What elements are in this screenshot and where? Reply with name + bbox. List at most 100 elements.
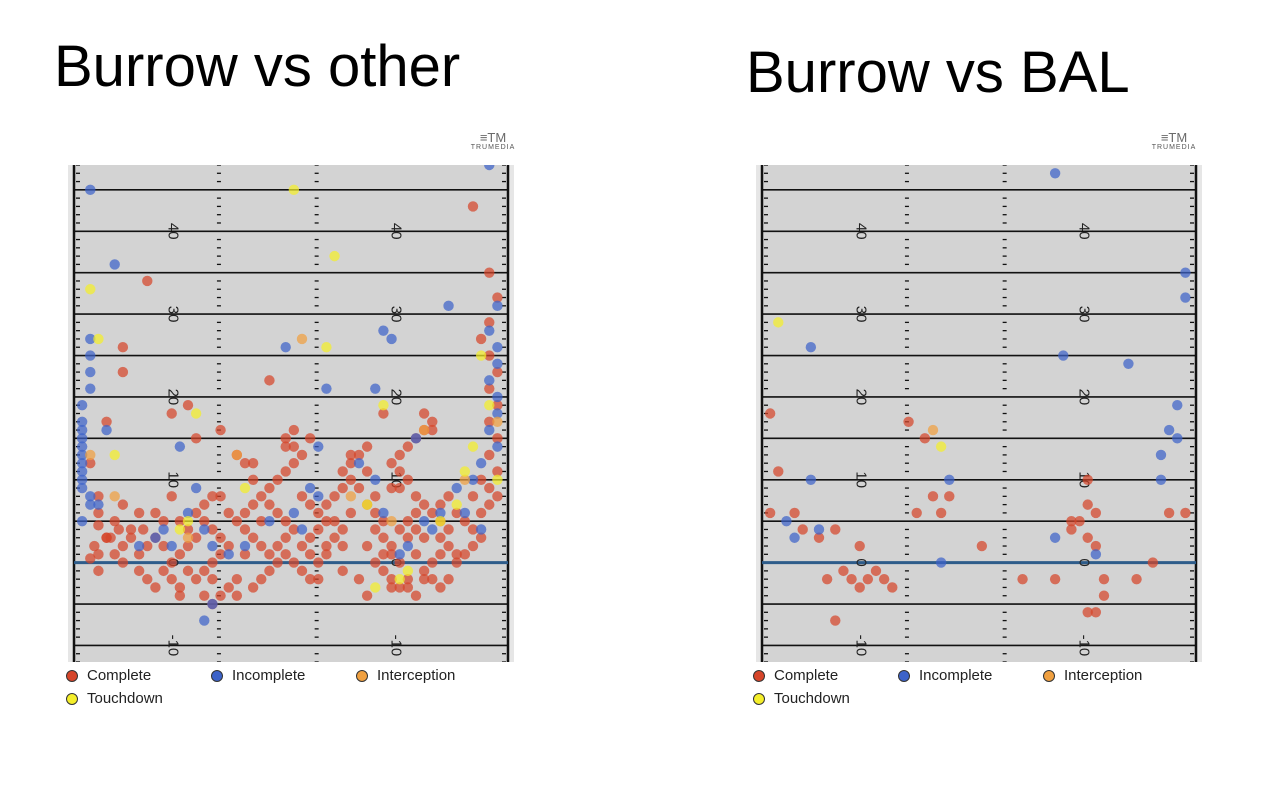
pass-point-complete	[313, 524, 324, 535]
pass-point-complete	[459, 515, 471, 527]
pass-point-complete	[239, 524, 251, 535]
pass-point-incomplete	[76, 449, 88, 461]
pass-point-complete	[321, 549, 332, 560]
pass-point-incomplete	[76, 458, 88, 469]
pass-point-complete	[182, 400, 194, 411]
pass-point-complete	[199, 590, 210, 601]
pass-point-complete	[402, 474, 414, 485]
pass-point-complete	[394, 482, 405, 494]
legend-label: Complete	[774, 667, 839, 684]
pass-point-complete	[199, 499, 210, 510]
pass-point-incomplete	[199, 524, 210, 535]
field-surface	[762, 165, 1196, 662]
yard-number-label: 30	[853, 306, 870, 323]
pass-point-incomplete	[410, 433, 422, 444]
pass-point-incomplete	[394, 549, 405, 560]
pass-point-complete	[272, 540, 283, 552]
legend-label: Incomplete	[232, 667, 306, 684]
pass-point-incomplete	[264, 515, 275, 527]
pass-point-complete	[484, 482, 495, 494]
pass-point-incomplete	[386, 333, 397, 345]
pass-point-complete	[418, 499, 430, 510]
pass-point-touchdown	[459, 466, 471, 477]
pass-point-complete	[264, 549, 275, 560]
pass-point-complete	[353, 449, 365, 461]
pass-point-complete	[386, 582, 397, 593]
pass-point-complete	[410, 549, 422, 560]
pass-point-touchdown	[190, 408, 202, 419]
pass-point-complete	[451, 549, 462, 560]
pass-point-complete	[361, 540, 373, 552]
pass-point-complete	[313, 507, 324, 519]
trumedia-logo-icon: ≡TM	[1160, 130, 1188, 145]
yard-number-label: 30	[388, 306, 405, 323]
pass-point-complete	[459, 549, 471, 560]
pass-point-complete	[280, 549, 291, 560]
pass-point-interception	[492, 416, 503, 427]
pass-point-incomplete	[313, 441, 324, 452]
pass-point-incomplete	[182, 507, 194, 519]
pass-point-complete	[1082, 532, 1093, 543]
pass-point-incomplete	[304, 482, 316, 494]
pass-point-complete	[166, 557, 177, 568]
touchdown-dot-icon	[66, 692, 78, 705]
pass-point-incomplete	[174, 441, 186, 452]
pass-point-incomplete	[239, 540, 251, 552]
pass-point-complete	[830, 524, 841, 535]
pass-point-complete	[1090, 540, 1102, 552]
pass-point-complete	[101, 532, 112, 543]
pass-point-complete	[174, 549, 186, 560]
pass-point-complete	[150, 507, 161, 519]
pass-point-complete	[394, 557, 405, 568]
yard-number-label: 30	[1076, 306, 1093, 323]
pass-point-complete	[239, 549, 251, 560]
pass-point-complete	[402, 532, 414, 543]
pass-point-complete	[321, 540, 332, 552]
pass-point-incomplete	[85, 366, 96, 378]
pass-point-complete	[329, 532, 340, 543]
pass-point-complete	[813, 532, 825, 543]
pass-point-complete	[492, 466, 503, 477]
pass-point-complete	[280, 515, 291, 527]
pass-point-complete	[353, 482, 365, 494]
legend-item-touchdown: Touchdown	[753, 690, 850, 707]
pass-point-incomplete	[85, 491, 96, 502]
pass-point-complete	[304, 573, 316, 585]
pass-point-complete	[138, 524, 149, 535]
pass-point-complete	[919, 433, 931, 444]
pass-point-complete	[337, 540, 348, 552]
pass-point-incomplete	[492, 358, 503, 369]
pass-point-complete	[370, 507, 381, 519]
pass-point-touchdown	[85, 284, 96, 295]
pass-point-complete	[239, 458, 251, 469]
pass-point-complete	[821, 573, 833, 585]
pass-point-complete	[85, 458, 96, 469]
pass-point-incomplete	[85, 499, 96, 510]
pass-point-complete	[789, 507, 800, 519]
pass-point-incomplete	[1155, 474, 1167, 485]
pass-point-incomplete	[813, 524, 825, 535]
pass-point-complete	[1082, 607, 1093, 618]
pass-point-complete	[484, 350, 495, 361]
pass-point-complete	[150, 582, 161, 593]
pass-point-complete	[215, 491, 226, 502]
pass-point-incomplete	[475, 524, 487, 535]
pass-point-complete	[887, 582, 898, 593]
pass-chart-field-other: -10-100010102020303040405050	[62, 165, 518, 662]
pass-point-interception	[459, 474, 471, 485]
pass-point-complete	[280, 466, 291, 477]
legend-label: Interception	[1064, 667, 1143, 684]
pass-point-complete	[402, 441, 414, 452]
pass-point-complete	[345, 474, 357, 485]
legend-label: Interception	[377, 667, 456, 684]
pass-point-incomplete	[101, 424, 112, 436]
pass-point-complete	[256, 491, 267, 502]
pass-point-complete	[231, 573, 243, 585]
pass-point-complete	[484, 317, 495, 328]
pass-point-complete	[903, 416, 914, 427]
trumedia-logo: ≡TM TRUMEDIA	[463, 131, 523, 151]
pass-point-complete	[378, 532, 389, 543]
pass-point-complete	[337, 482, 348, 494]
yard-number-label: 40	[165, 223, 182, 240]
pass-point-complete	[89, 540, 100, 552]
